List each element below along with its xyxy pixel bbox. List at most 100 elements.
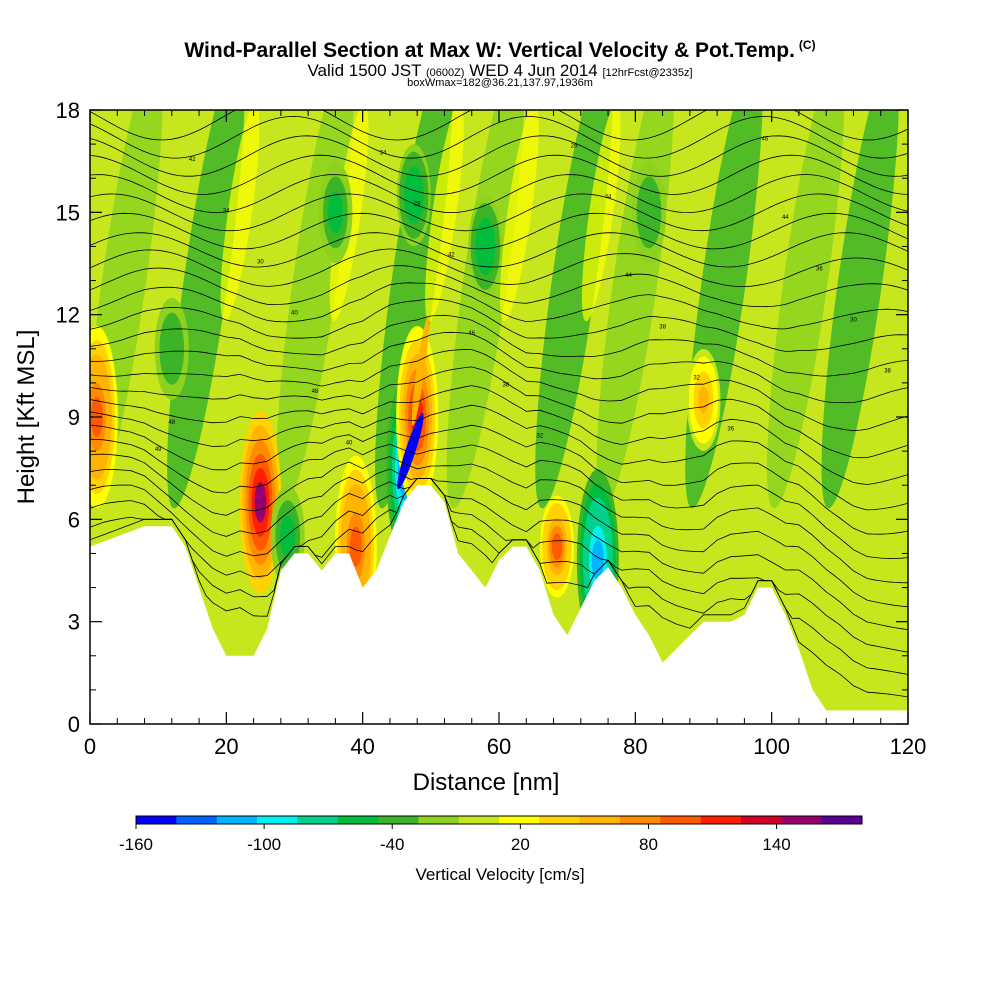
chart-subtitle: Valid 1500 JST (0600Z) WED 4 Jun 2014 [1… [0,61,1000,81]
colorbar-swatch [781,816,823,824]
theta-contour-label: 30 [850,317,857,323]
colorbar-tick-label: -160 [119,835,153,854]
theta-contour-line [90,404,908,511]
colorbar-swatch [418,816,460,824]
max-updraft-core [411,316,430,426]
theta-contour-line [90,212,908,250]
theta-contour-label: 34 [223,208,230,214]
w-core [349,526,362,567]
theta-contour-label: 44 [605,195,612,201]
theta-contour-line [90,424,908,535]
colorbar-swatch [378,816,419,824]
theta-contour-label: 34 [380,150,387,156]
theta-contour-label: 49 [155,447,162,453]
theta-contour-label: 32 [693,375,700,381]
terrain-profile [90,485,908,724]
x-tick-label: 40 [350,734,374,759]
colorbar-tick-label: -100 [247,835,281,854]
wave-band [375,110,453,509]
updraft-band [581,110,621,322]
colorbar-tick-label: 80 [639,835,658,854]
copyright-mark: (C) [798,38,816,52]
x-tick-label: 60 [487,734,511,759]
theta-contour-line [90,135,908,177]
theta-contour-line [90,265,908,308]
theta-contour-line [90,468,908,608]
updraft-band [220,110,260,322]
theta-contour-line [90,314,908,377]
w-core [166,335,178,363]
w-core [551,533,563,561]
theta-contour-line [90,232,908,268]
colorbar-swatch [337,816,379,824]
theta-contour-line [90,331,908,404]
forecast-info: [12hrFcst@2335z] [602,67,693,79]
theta-contour-label: 44 [782,215,789,221]
valid-time: Valid 1500 JST [307,61,422,80]
x-tick-label: 100 [753,734,790,759]
theta-contour-line [90,154,908,195]
colorbar-swatch [136,816,177,824]
theta-contour-label: 28 [414,202,421,208]
w-core [698,386,709,414]
theta-contour-label: 48 [168,420,175,426]
colorbar-swatch [216,816,258,824]
theta-contour-line [90,366,908,459]
theta-contour-label: 46 [468,331,475,337]
colorbar-swatch [458,816,500,824]
theta-contour-line [90,282,908,330]
theta-contour-line [90,385,908,485]
max-downdraft-core [397,413,424,490]
chart-title: Wind-Parallel Section at Max W: Vertical… [0,38,1000,63]
colorbar-frame [135,815,863,825]
colorbar-swatch [821,816,863,824]
theta-contour-label: 40 [291,311,298,317]
theta-contour-line [90,110,908,141]
w-core [330,198,341,226]
w-core [254,482,267,523]
x-axis-label: Distance [nm] [413,769,560,796]
colorbar: -160 -100 -40 20 80 140 [119,815,863,854]
y-tick-label: 18 [56,98,80,123]
y-axis-label: Height [Kft MSL] [13,330,40,505]
theta-contour-line [90,438,908,559]
theta-contour-line [90,174,908,214]
theta-contour-label: 26 [571,144,578,150]
theta-contour-label: 46 [762,137,769,143]
box-wmax-line: boxWmax=182@36.21,137.97,1936m [407,77,593,89]
title-main: Wind-Parallel Section at Max W: Vertical… [184,39,795,62]
colorbar-label: Vertical Velocity [cm/s] [415,865,584,884]
valid-date: WED 4 Jun 2014 [469,61,598,80]
theta-contour-label: 36 [727,427,734,433]
theta-contour-label: 38 [502,382,509,388]
colorbar-swatch [499,816,540,824]
theta-contour-label: 38 [659,324,666,330]
y-tick-label: 3 [68,610,80,635]
theta-contour-label: 30 [257,260,264,266]
colorbar-swatch [660,816,702,824]
colorbar-tick-label: 140 [762,835,790,854]
theta-contour-line [90,248,908,288]
theta-contour-line [90,115,908,159]
w-core [408,181,420,209]
theta-contour-line [90,478,908,675]
w-core [282,522,294,550]
theta-contour-label: 42 [448,253,455,259]
theta-contour-line [90,478,908,631]
colorbar-swatch [257,816,298,824]
colorbar-swatch [741,816,782,824]
theta-contour-label: 42 [189,157,196,163]
colorbar-swatch [620,816,661,824]
colorbar-swatch [539,816,581,824]
y-tick-label: 6 [68,507,80,532]
y-tick-label: 9 [68,405,80,430]
x-tick-label: 20 [214,734,238,759]
w-core [480,232,491,260]
updraft-band [500,110,539,322]
y-tick-label: 0 [68,712,80,737]
theta-contour-label: 48 [312,389,319,395]
theta-contours: 49 48 46 44 44 42 40 38 38 36 34 34 32 32 30 30 28 26 36 38… [90,110,908,698]
x-tick-label: 0 [84,734,96,759]
